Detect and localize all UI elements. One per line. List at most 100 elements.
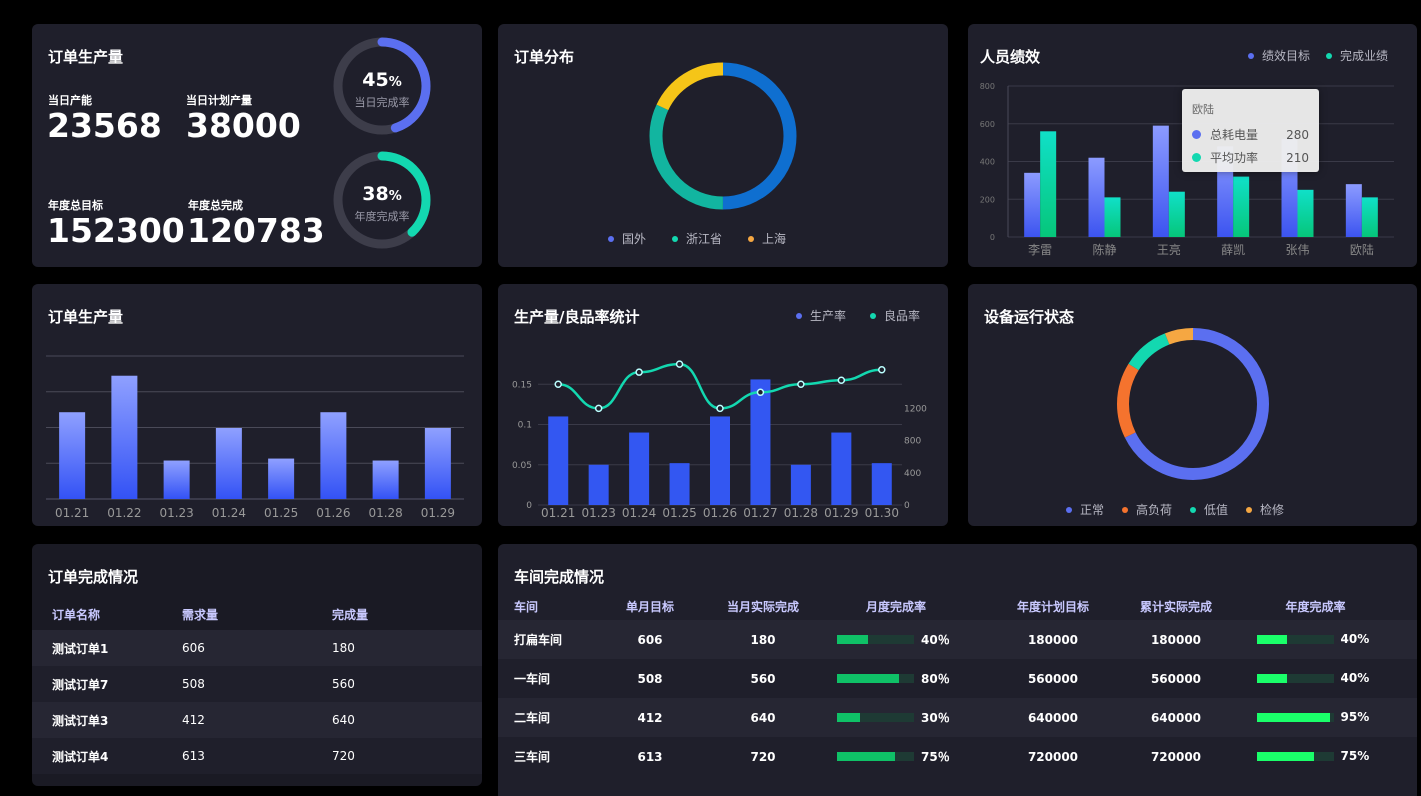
bar[interactable] [750,379,771,505]
bar[interactable] [629,432,650,505]
legend-dot [1326,52,1333,59]
bar-target[interactable] [1024,172,1041,237]
legend-item[interactable]: 检修 [1246,501,1284,518]
gauge-pct-unit: % [389,75,402,90]
table-row[interactable]: 一车间 508 560 80％ 560000 560000 40% [498,659,1417,698]
line-point[interactable] [635,368,643,376]
bar[interactable] [163,460,190,499]
workshop-name-cell: 三车间 [498,737,598,776]
table-row[interactable]: 二车间 412 640 30％ 640000 640000 95% [498,698,1417,737]
done-cell: 560 [332,666,482,702]
legend-item[interactable]: 正常 [1066,501,1104,518]
bar[interactable] [215,427,242,499]
gauge-pct: 45% [362,69,401,91]
line-point[interactable] [716,404,724,413]
bar[interactable] [790,464,811,505]
bar[interactable] [372,460,399,499]
order-distribution-panel: 订单分布 国外 浙江省 上海 [498,24,948,267]
legend-item[interactable]: 绩效目标 [1248,47,1310,64]
line-point[interactable] [594,404,603,413]
done-cell: 640 [332,702,482,738]
table-row[interactable]: 测试订单7 508 560 [32,666,482,702]
progress-track [837,674,914,683]
bar[interactable] [59,412,86,499]
bar[interactable] [588,464,609,505]
line-point[interactable] [878,366,886,374]
progress: 40% [1256,671,1375,685]
column-header: 年度计划目标 [1016,599,1089,614]
progress-fill [1256,634,1288,644]
table-header-row: 车间 单月目标 当月实际完成 月度完成率 年度计划目标 累计实际完成 年度完成率 [498,592,1417,620]
bar[interactable] [831,432,852,505]
legend-item[interactable]: 上海 [748,230,786,247]
legend-label: 良品率 [884,309,921,323]
yearly-actual-cell: 560000 [1138,659,1214,698]
monthly-target-cell: 412 [598,698,702,737]
yearly-rate-cell: 40% [1214,620,1417,659]
gauge-pct-unit: % [389,189,402,204]
panel-title: 人员绩效 [980,48,1041,66]
progress: 80％ [837,670,955,687]
bar-achieved[interactable] [1040,131,1057,237]
panel-title: 设备运行状态 [984,308,1075,326]
chart-legend: 国外 浙江省 上海 [608,230,786,247]
donut-slice[interactable] [649,62,797,210]
table-row[interactable]: 测试订单4 613 720 [32,738,482,774]
bar-achieved[interactable] [1168,191,1185,237]
column-header: 年度完成率 [1285,599,1346,614]
donut-slice[interactable] [1117,328,1269,480]
legend-item[interactable]: 低值 [1190,501,1228,518]
bar-target[interactable] [1088,157,1105,237]
bar[interactable] [320,412,347,499]
bar-target[interactable] [1152,125,1169,237]
legend-item[interactable]: 浙江省 [672,230,722,247]
donut-slice[interactable] [649,62,797,210]
legend-item[interactable]: 良品率 [870,307,920,324]
column-header: 当月实际完成 [726,599,799,614]
table-row[interactable]: 三车间 613 720 75％ 720000 720000 75% [498,737,1417,776]
y-left-tick-label: 0.15 [512,380,532,390]
order-table: 订单名称 需求量 完成量 测试订单1 606 180 测试订单7 508 560… [32,598,482,774]
table-row[interactable]: 打扁车间 606 180 40％ 180000 180000 40% [498,620,1417,659]
line-point[interactable] [756,388,765,397]
table-row[interactable]: 测试订单1 606 180 [32,630,482,666]
table-row[interactable]: 测试订单3 412 640 [32,702,482,738]
bar[interactable] [424,427,451,499]
bar[interactable] [111,375,138,499]
progress-text: 30％ [921,711,950,725]
bar[interactable] [669,463,690,505]
bar[interactable] [710,416,730,505]
x-tick-label: 01.25 [264,506,298,520]
bar-achieved[interactable] [1361,197,1378,237]
bar[interactable] [871,463,892,505]
legend-dot [672,235,679,242]
legend-item[interactable]: 国外 [608,230,646,247]
legend-item[interactable]: 高负荷 [1122,501,1172,518]
line-point[interactable] [675,360,684,368]
order-completion-panel: 订单完成情况 订单名称 需求量 完成量 测试订单1 606 180 测试订单7 … [32,544,482,786]
legend-dot [796,312,802,319]
y-left-tick-label: 0.1 [518,421,532,431]
line-point[interactable] [554,380,562,388]
order-name-cell: 测试订单4 [32,738,182,774]
x-tick-label: 01.21 [55,506,89,520]
x-tick-label: 01.30 [865,506,899,520]
legend-item[interactable]: 生产率 [796,307,846,324]
legend-dot [1190,506,1197,513]
bar-target[interactable] [1345,184,1362,237]
workshop-table: 车间 单月目标 当月实际完成 月度完成率 年度计划目标 累计实际完成 年度完成率… [498,592,1417,776]
legend-item[interactable]: 完成业绩 [1326,47,1388,64]
line-point[interactable] [837,376,846,384]
y-tick-label: 400 [980,158,995,167]
bar[interactable] [548,416,569,505]
line-point[interactable] [797,380,805,388]
bar-achieved[interactable] [1233,176,1250,237]
gauge-pct-value: 38 [362,183,388,205]
monthly-target-cell: 508 [598,659,702,698]
yearly-plan-cell: 560000 [968,659,1138,698]
donut-slice[interactable] [1117,328,1269,480]
panel-title: 订单生产量 [48,48,124,66]
bar[interactable] [268,458,295,499]
bar-achieved[interactable] [1104,197,1121,237]
bar-achieved[interactable] [1297,189,1314,237]
